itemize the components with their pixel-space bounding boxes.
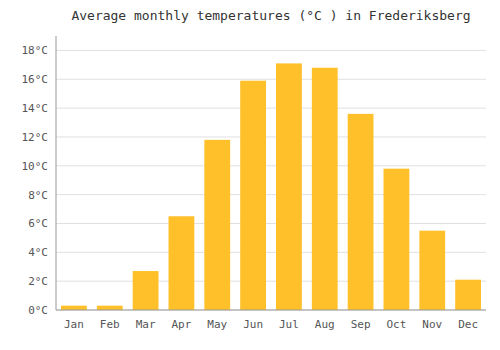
grid-line [56,310,486,311]
bar [348,114,374,310]
grid-line [56,223,486,224]
bar [204,140,230,310]
y-tick-label: 0°C [28,304,48,317]
y-tick-label: 18°C [22,44,49,57]
grid-line [56,108,486,109]
y-tick-label: 2°C [28,275,48,288]
x-tick-label: Sep [351,318,371,331]
y-tick-label: 10°C [22,160,49,173]
x-tick-label: Jan [64,318,84,331]
bar [169,216,195,310]
x-tick-label: Feb [100,318,120,331]
x-tick-label: Oct [386,318,406,331]
y-tick-label: 4°C [28,246,48,259]
bar [455,280,481,310]
grid-line [56,194,486,195]
grid [56,50,486,310]
grid-line [56,165,486,166]
y-tick-label: 6°C [28,217,48,230]
bar [312,68,338,310]
bar [133,271,159,310]
x-tick-label: Jun [243,318,263,331]
x-tick-label: Jul [279,318,299,331]
x-tick-label: Aug [315,318,335,331]
grid-line [56,50,486,51]
title: Average monthly temperatures (°C ) in Fr… [71,8,470,23]
y-tick-label: 14°C [22,102,49,115]
x-tick-label: May [207,318,227,331]
bars [61,63,481,310]
bar [276,63,302,310]
bar [61,306,87,310]
x-tick-label: Apr [171,318,191,331]
x-tick-label: Mar [136,318,156,331]
bar [384,169,410,310]
y-tick-label: 8°C [28,189,48,202]
bar [97,306,123,310]
chart: Average monthly temperatures (°C ) in Fr… [0,0,500,350]
grid-line [56,136,486,137]
x-tick-label: Dec [458,318,478,331]
bar [240,81,266,310]
x-axis-line [56,310,486,311]
grid-line [56,79,486,80]
bar [419,231,445,310]
y-tick-label: 12°C [22,131,49,144]
x-tick-label: Nov [422,318,442,331]
chart-container: Average monthly temperatures (°C ) in Fr… [0,0,500,350]
y-axis-line [56,36,57,310]
y-tick-label: 16°C [22,73,49,86]
